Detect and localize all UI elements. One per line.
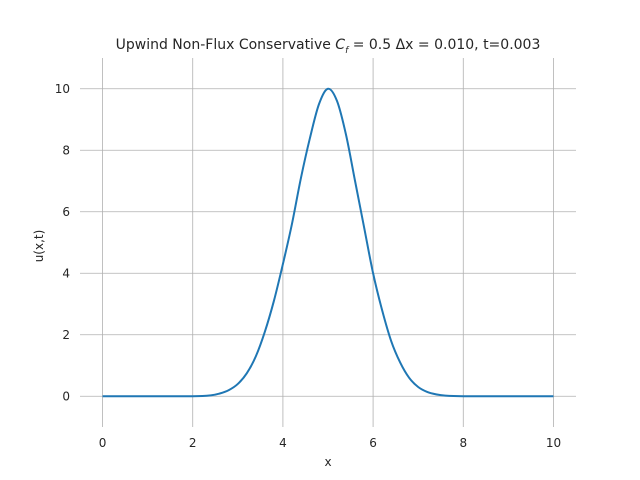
series-layer bbox=[102, 87, 554, 398]
x-tick-label: 4 bbox=[279, 436, 287, 450]
y-tick-label: 6 bbox=[62, 205, 70, 219]
y-tick-label: 0 bbox=[62, 389, 70, 403]
x-tick-label: 0 bbox=[99, 436, 107, 450]
y-axis-label: u(x,t) bbox=[32, 230, 46, 263]
y-tick-label: 4 bbox=[62, 266, 70, 280]
series-line bbox=[102, 87, 554, 398]
y-tick-label: 10 bbox=[55, 82, 70, 96]
tick-labels: 0 2 4 6 8 10 0 2 4 6 8 10 bbox=[55, 82, 561, 450]
y-tick-label: 2 bbox=[62, 328, 70, 342]
x-tick-label: 6 bbox=[369, 436, 377, 450]
x-tick-label: 2 bbox=[189, 436, 197, 450]
x-tick-label: 10 bbox=[546, 436, 561, 450]
x-tick-label: 8 bbox=[459, 436, 467, 450]
x-axis-label: x bbox=[324, 455, 331, 469]
y-tick-label: 8 bbox=[62, 143, 70, 157]
chart-title: Upwind Non-Flux Conservative Cf = 0.5 Δx… bbox=[116, 37, 541, 56]
